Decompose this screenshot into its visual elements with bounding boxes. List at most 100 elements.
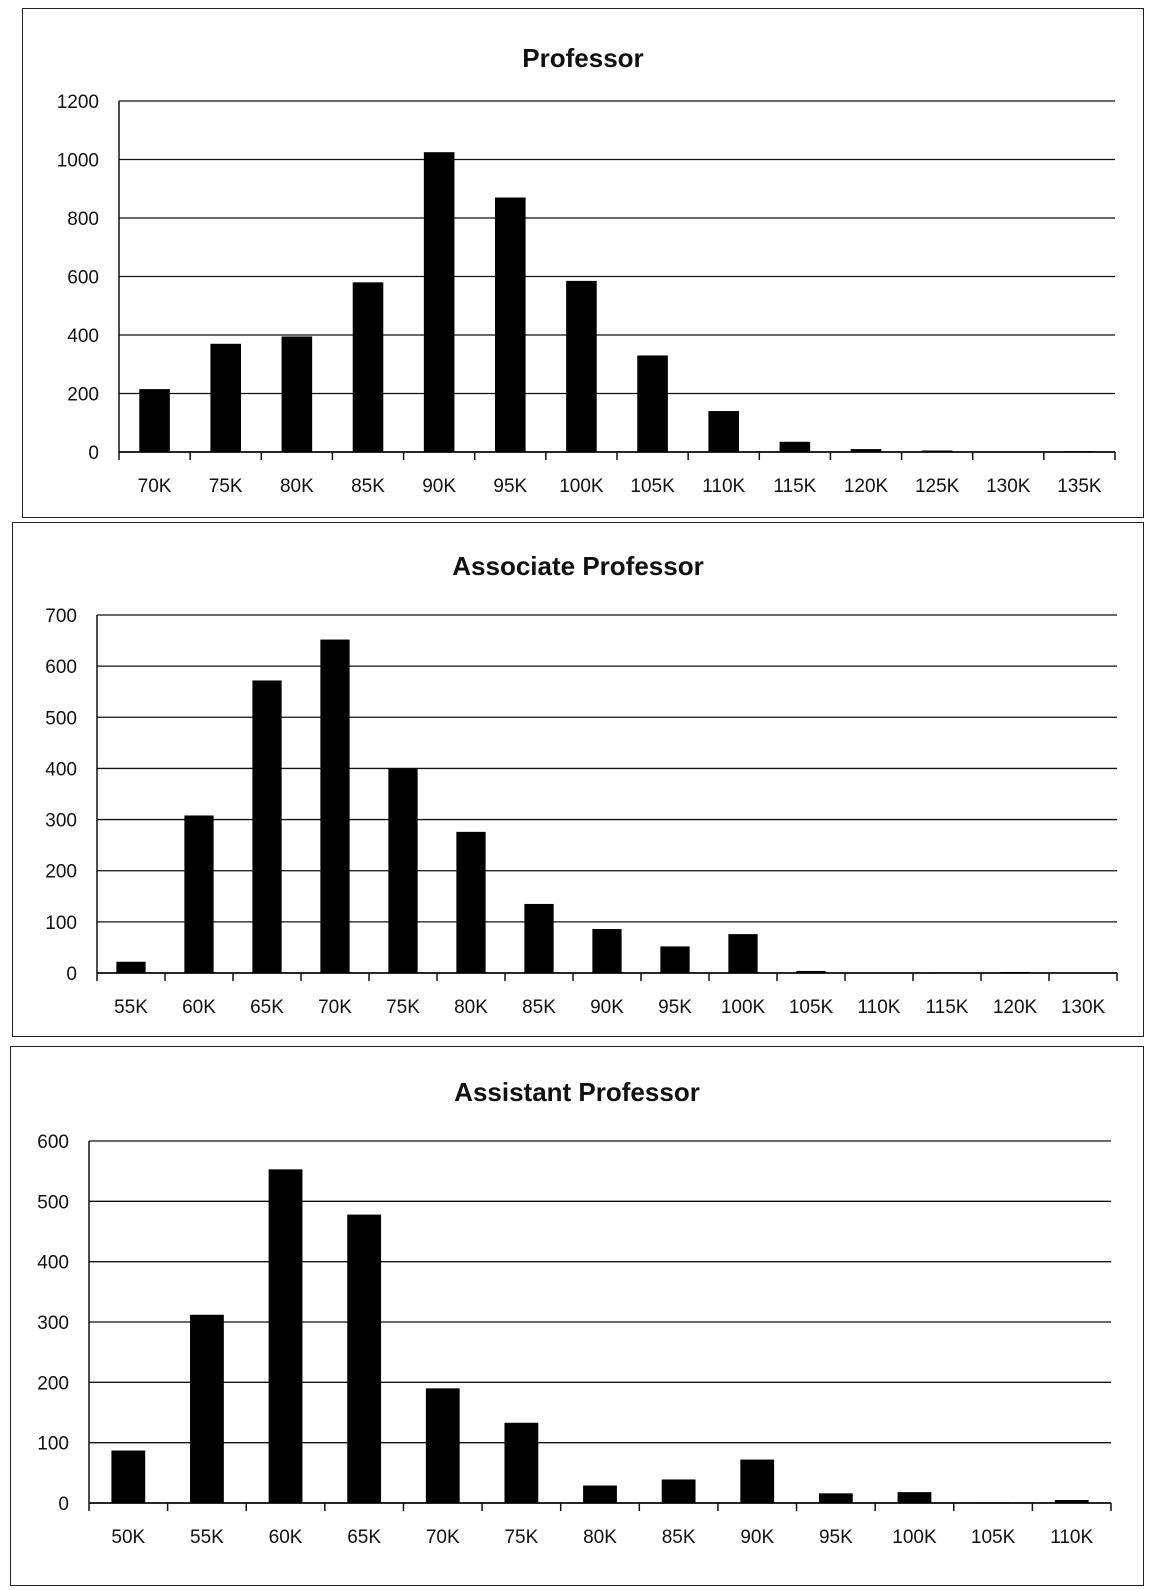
bar xyxy=(111,1450,146,1503)
bar xyxy=(423,152,455,452)
y-tick-label: 600 xyxy=(45,657,77,678)
x-tick-label: 135K xyxy=(1057,476,1102,497)
chart-title: Assistant Professor xyxy=(454,1077,700,1107)
x-tick-label: 125K xyxy=(915,476,960,497)
x-tick-label: 105K xyxy=(971,1527,1016,1548)
bar xyxy=(818,1493,853,1503)
x-tick-label: 80K xyxy=(583,1527,617,1548)
bar xyxy=(976,1502,1010,1503)
assistant-professor-chart-svg: 0 100 200 300 400 500 600 50K 55K 60K 65K 70K 75K 80K… xyxy=(37,1132,1112,1548)
y-tick-label: 400 xyxy=(67,326,99,347)
bar xyxy=(921,450,953,452)
bar xyxy=(352,282,384,452)
x-tick-label: 110K xyxy=(702,476,745,497)
bar xyxy=(139,389,170,452)
bar xyxy=(320,639,350,973)
x-tick-label: 75K xyxy=(504,1527,538,1548)
bar xyxy=(281,336,313,452)
bar xyxy=(524,903,554,973)
bar xyxy=(268,1169,303,1503)
bar xyxy=(660,946,690,973)
y-tick-label: 100 xyxy=(37,1434,69,1455)
x-tick-label: 75K xyxy=(209,476,243,497)
y-tick-label: 700 xyxy=(45,606,77,627)
bar xyxy=(504,1422,539,1503)
associate-professor-chart-panel: Associate Professor 0 100 200 300 400 500 600 7… xyxy=(12,522,1144,1037)
bar xyxy=(740,1459,775,1503)
x-tick-label: 120K xyxy=(993,997,1038,1018)
bar xyxy=(388,768,418,973)
bar xyxy=(661,1479,696,1503)
y-tick-label: 0 xyxy=(58,1494,69,1515)
bar xyxy=(347,1214,382,1503)
x-tick-label: 105K xyxy=(630,476,675,497)
professor-chart-panel: Professor 0 200 400 600 800 1000 1200 70K 75K 80K… xyxy=(22,8,1144,518)
bar xyxy=(190,1314,224,1503)
x-tick-label: 65K xyxy=(347,1527,381,1548)
y-tick-label: 400 xyxy=(45,759,77,780)
bar xyxy=(210,343,242,452)
bar xyxy=(637,355,668,452)
y-tick-label: 100 xyxy=(45,913,77,934)
x-tick-label: 50K xyxy=(111,1527,145,1548)
bar xyxy=(592,929,622,973)
y-tick-label: 600 xyxy=(67,268,99,289)
x-tick-label: 105K xyxy=(789,997,834,1018)
bar xyxy=(850,449,882,452)
bar xyxy=(456,831,486,973)
y-tick-label: 300 xyxy=(37,1313,69,1334)
bar xyxy=(583,1485,617,1503)
bar xyxy=(708,411,740,452)
bar xyxy=(897,1492,932,1503)
x-tick-label: 130K xyxy=(1061,997,1106,1018)
chart-title: Professor xyxy=(522,43,644,73)
x-tick-label: 55K xyxy=(190,1527,224,1548)
y-tick-label: 600 xyxy=(37,1132,69,1153)
bar xyxy=(252,680,282,973)
x-tick-label: 100K xyxy=(892,1527,937,1548)
y-tick-label: 1200 xyxy=(57,92,99,113)
y-tick-label: 500 xyxy=(37,1192,69,1213)
x-tick-label: 90K xyxy=(422,476,456,497)
x-tick-label: 95K xyxy=(493,476,527,497)
professor-chart-svg: 0 200 400 600 800 1000 1200 70K 75K 80K 85K 90K 95K 1… xyxy=(57,92,1116,497)
x-tick-label: 70K xyxy=(318,997,352,1018)
bar xyxy=(116,961,146,973)
chart-title: Associate Professor xyxy=(452,551,704,581)
assistant-professor-chart-panel: Assistant Professor 0 100 200 300 400 500 600 5… xyxy=(10,1046,1144,1586)
x-tick-label: 100K xyxy=(721,997,766,1018)
x-tick-label: 90K xyxy=(740,1527,774,1548)
x-tick-label: 55K xyxy=(114,997,148,1018)
y-tick-label: 800 xyxy=(67,209,99,230)
bar xyxy=(566,280,597,452)
bar xyxy=(1054,1499,1089,1503)
x-tick-label: 100K xyxy=(559,476,604,497)
y-tick-label: 200 xyxy=(67,385,99,406)
y-tick-label: 0 xyxy=(66,964,77,985)
x-tick-label: 110K xyxy=(1050,1527,1093,1548)
x-tick-label: 70K xyxy=(138,476,172,497)
x-tick-label: 85K xyxy=(662,1527,696,1548)
bar xyxy=(779,441,811,452)
x-tick-label: 120K xyxy=(844,476,889,497)
bar xyxy=(494,197,526,452)
bar xyxy=(425,1388,460,1503)
x-tick-label: 60K xyxy=(269,1527,303,1548)
bar xyxy=(728,934,758,973)
y-tick-label: 300 xyxy=(45,811,77,832)
y-tick-label: 0 xyxy=(88,443,99,464)
x-tick-label: 115K xyxy=(773,476,816,497)
bar xyxy=(796,970,826,973)
y-tick-label: 500 xyxy=(45,708,77,729)
x-tick-label: 115K xyxy=(926,997,969,1018)
x-tick-label: 75K xyxy=(386,997,420,1018)
associate-professor-chart-svg: 0 100 200 300 400 500 600 700 55K 60K 65K 70K 75K 80K… xyxy=(45,606,1118,1018)
x-tick-label: 95K xyxy=(658,997,692,1018)
bar xyxy=(1064,451,1095,452)
y-tick-label: 1000 xyxy=(57,151,99,172)
y-tick-label: 400 xyxy=(37,1253,69,1274)
x-tick-label: 80K xyxy=(454,997,488,1018)
x-tick-label: 95K xyxy=(819,1527,853,1548)
bar xyxy=(932,972,962,973)
x-tick-label: 70K xyxy=(426,1527,460,1548)
